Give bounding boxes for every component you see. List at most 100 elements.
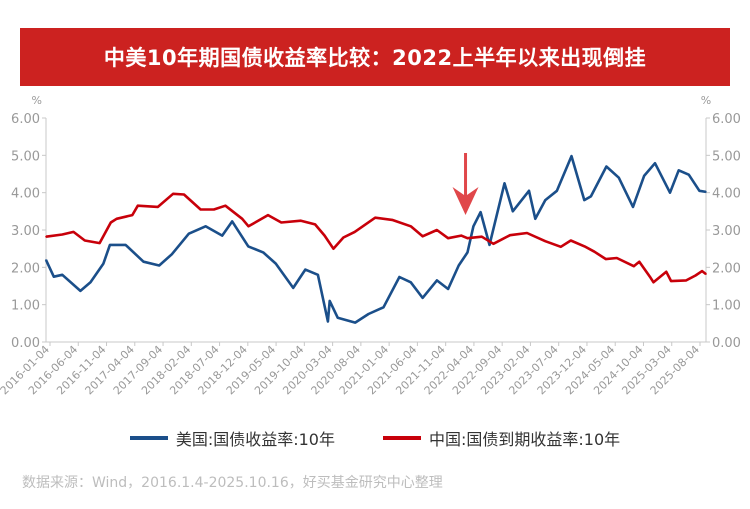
data-point-cn [241, 218, 243, 220]
data-point-us [511, 210, 514, 213]
data-point-us [367, 313, 370, 315]
y-tick-label-right: 2.00 [712, 261, 741, 276]
chart-title: 中美10年期国债收益率比较：2022上半年以来出现倒挂 [20, 28, 730, 86]
data-point-us [410, 281, 412, 284]
data-point-us [698, 190, 701, 192]
data-point-us [436, 279, 438, 282]
data-point-cn [247, 225, 250, 228]
data-point-cn [45, 235, 47, 238]
data-point-us [398, 276, 401, 278]
data-point-us [457, 264, 460, 267]
source-note: 数据来源：Wind，2016.1.4-2025.10.16，好买基金研究中心整理 [22, 475, 443, 491]
data-point-cn [110, 221, 112, 224]
data-point-cn [615, 257, 618, 259]
data-point-us [618, 176, 620, 179]
legend-label-cn: 中国:国债到期收益率:10年 [429, 430, 621, 449]
data-point-us [643, 175, 645, 177]
data-point-cn [172, 192, 174, 195]
data-point-cn [61, 233, 64, 236]
data-point-cn [323, 234, 326, 237]
data-point-us [247, 245, 250, 248]
data-point-us [583, 199, 586, 201]
series-line-us [44, 154, 707, 324]
data-point-cn [583, 245, 586, 248]
data-point-cn [460, 234, 463, 237]
data-point-us [79, 290, 82, 292]
y-unit-left: % [32, 94, 42, 107]
data-point-us [447, 288, 449, 290]
legend-item-cn: 中国:国债到期收益率:10年 [383, 426, 620, 450]
data-point-us [488, 244, 491, 246]
y-tick-label-left: 6.00 [11, 112, 40, 127]
legend-swatch-cn [383, 436, 421, 440]
data-point-cn [480, 235, 483, 238]
data-point-us [124, 244, 127, 246]
data-point-us [472, 225, 475, 228]
data-point-cn [526, 232, 528, 234]
y-unit-right: % [701, 94, 711, 107]
data-point-us [503, 182, 506, 185]
data-point-us [204, 225, 207, 228]
data-point-us [528, 190, 530, 192]
data-point-cn [560, 246, 562, 248]
data-point-cn [374, 216, 376, 219]
data-point-us [382, 306, 385, 309]
data-point-us [354, 321, 357, 324]
data-point-cn [199, 208, 202, 211]
y-tick-label-right: 6.00 [712, 112, 741, 127]
data-point-us [654, 162, 656, 164]
data-point-cn [300, 219, 302, 222]
data-point-cn [694, 274, 697, 277]
data-point-cn [466, 237, 469, 240]
data-point-us [158, 264, 161, 267]
data-point-us [292, 287, 294, 289]
data-point-cn [213, 208, 215, 211]
data-point-cn [83, 239, 86, 242]
data-point-cn [509, 234, 511, 237]
data-point-us [142, 260, 145, 263]
data-point-us [102, 262, 105, 265]
y-tick-label-left: 2.00 [11, 261, 40, 276]
data-point-cn [157, 206, 159, 208]
data-point-us [705, 191, 707, 193]
data-point-us [534, 218, 537, 220]
legend-swatch-us [129, 436, 168, 440]
data-point-cn [670, 280, 672, 282]
data-point-cn [224, 204, 227, 207]
series-line-cn [45, 192, 707, 284]
data-point-cn [98, 242, 101, 244]
data-point-cn [115, 218, 118, 220]
data-point-us [677, 169, 680, 172]
y-tick-label-left: 0.00 [11, 336, 40, 351]
data-point-us [466, 251, 469, 254]
data-point-cn [342, 236, 345, 239]
data-point-cn [649, 276, 652, 279]
data-point-cn [638, 260, 641, 263]
data-point-cn [605, 258, 607, 260]
data-point-us [262, 251, 265, 254]
legend: 美国:国债收益率:10年 中国:国债到期收益率:10年 [0, 426, 750, 450]
y-tick-label-left: 1.00 [11, 299, 40, 314]
y-tick-label-right: 4.00 [712, 187, 741, 202]
data-point-cn [131, 214, 134, 216]
data-point-cn [665, 271, 668, 273]
data-point-us [304, 268, 307, 271]
data-point-cn [652, 281, 655, 284]
data-point-cn [447, 237, 449, 240]
data-point-us [221, 234, 224, 237]
data-point-us [52, 275, 55, 278]
data-point-cn [183, 193, 185, 196]
data-point-us [187, 232, 190, 235]
data-point-cn [492, 243, 495, 245]
data-point-cn [436, 229, 438, 231]
data-point-cn [569, 239, 572, 242]
y-tick-label-right: 0.00 [712, 336, 741, 351]
data-point-us [632, 206, 634, 208]
data-point-cn [421, 235, 424, 238]
data-point-cn [544, 240, 547, 242]
data-point-cn [391, 219, 393, 221]
data-point-us [544, 199, 547, 201]
data-point-us [170, 253, 173, 256]
legend-item-us: 美国:国债收益率:10年 [129, 426, 335, 450]
y-tick-label-right: 3.00 [712, 224, 741, 239]
